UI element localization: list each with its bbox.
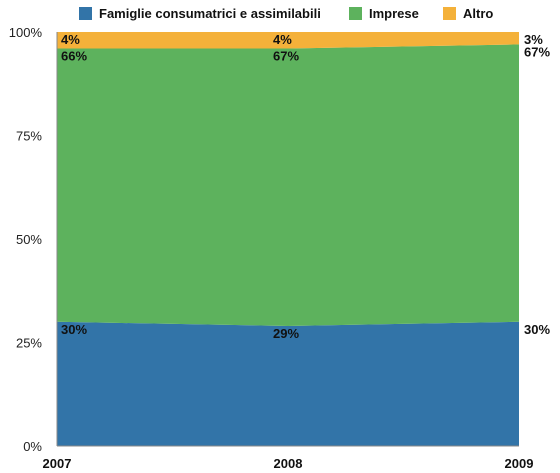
data-labels: 30% 29% 30% 66% 67% 67% 4% 4% 3%: [61, 32, 550, 341]
y-tick-label: 50%: [16, 232, 42, 247]
x-tick-label: 2008: [274, 456, 303, 471]
x-tick-label: 2009: [505, 456, 534, 471]
area-altro: [57, 32, 519, 49]
legend-label: Famiglie consumatrici e assimilabili: [99, 6, 321, 21]
data-label-famiglie-consumatrici-e-assimilabili: 29%: [273, 326, 299, 341]
data-label-altro: 3%: [524, 32, 543, 47]
data-label-famiglie-consumatrici-e-assimilabili: 30%: [61, 322, 87, 337]
x-tick-label: 2007: [43, 456, 72, 471]
legend-swatch: [349, 7, 362, 20]
legend-swatch: [79, 7, 92, 20]
y-tick-label: 100%: [9, 25, 43, 40]
area-famiglie-consumatrici-e-assimilabili: [57, 321, 519, 446]
area-imprese: [57, 44, 519, 326]
plot-areas: [57, 32, 519, 446]
data-label-imprese: 67%: [524, 44, 550, 59]
legend-item-imprese: Imprese: [349, 6, 419, 21]
legend-label: Imprese: [369, 6, 419, 21]
legend-item-altro: Altro: [443, 6, 493, 21]
legend-label: Altro: [463, 6, 493, 21]
y-tick-label: 0%: [23, 439, 42, 454]
y-tick-label: 75%: [16, 129, 42, 144]
legend: Famiglie consumatrici e assimilabili Impr…: [79, 6, 493, 21]
legend-swatch: [443, 7, 456, 20]
data-label-altro: 4%: [61, 32, 80, 47]
data-label-altro: 4%: [273, 32, 292, 47]
data-label-famiglie-consumatrici-e-assimilabili: 30%: [524, 322, 550, 337]
y-tick-label: 25%: [16, 336, 42, 351]
data-label-imprese: 67%: [273, 49, 299, 64]
data-label-imprese: 66%: [61, 49, 87, 64]
axes: 0% 25% 50% 75% 100% 2007 2008 2009: [9, 25, 534, 471]
legend-item-famiglie-consumatrici-e-assimilabili: Famiglie consumatrici e assimilabili: [79, 6, 321, 21]
